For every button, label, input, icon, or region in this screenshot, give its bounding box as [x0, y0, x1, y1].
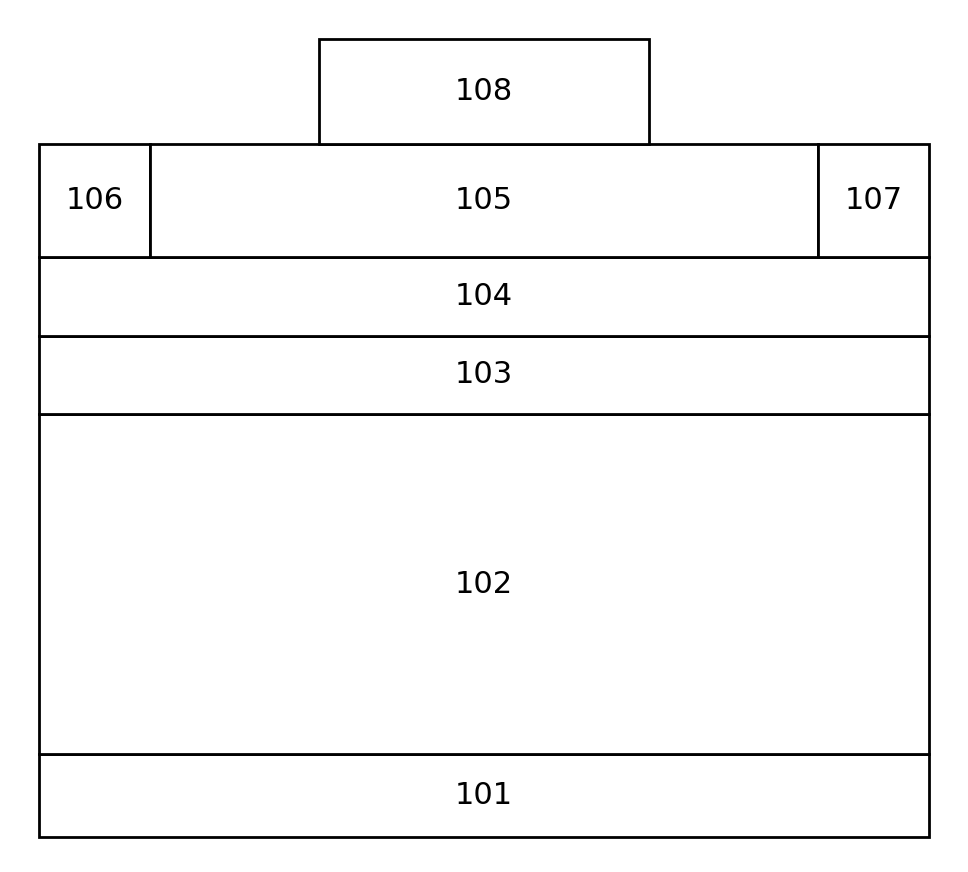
Text: 103: 103: [455, 360, 513, 390]
Bar: [39, 144, 150, 257]
Text: 101: 101: [455, 781, 513, 810]
Text: 107: 107: [844, 186, 903, 215]
Bar: [818, 144, 929, 257]
Text: 102: 102: [455, 569, 513, 599]
Bar: [39, 336, 929, 414]
Bar: [39, 754, 929, 837]
Text: 106: 106: [65, 186, 124, 215]
Text: 105: 105: [455, 186, 513, 215]
Text: 104: 104: [455, 282, 513, 311]
Bar: [150, 144, 818, 257]
Text: 108: 108: [455, 77, 513, 106]
Bar: [39, 414, 929, 754]
Bar: [39, 257, 929, 336]
Bar: [319, 39, 649, 144]
